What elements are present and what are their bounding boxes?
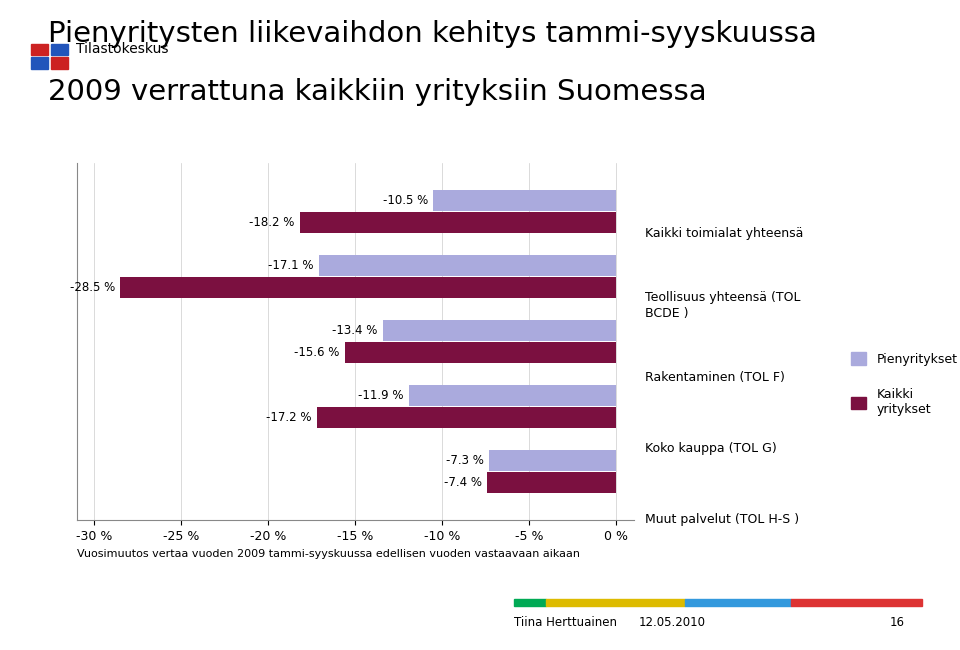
Bar <box>319 255 616 276</box>
Text: Tiina Herttuainen: Tiina Herttuainen <box>514 616 616 629</box>
Text: Vuosimuutos vertaa vuoden 2009 tammi-syyskuussa edellisen vuoden vastaavaan aika: Vuosimuutos vertaa vuoden 2009 tammi-syy… <box>77 549 580 559</box>
Bar <box>488 472 616 493</box>
Text: 16: 16 <box>890 616 905 629</box>
Text: -15.6 %: -15.6 % <box>294 346 340 359</box>
Bar <box>300 212 616 233</box>
Text: -13.4 %: -13.4 % <box>332 324 378 337</box>
Text: Pienyritysten liikevaihdon kehitys tammi-syyskuussa: Pienyritysten liikevaihdon kehitys tammi… <box>48 20 817 47</box>
Text: Teollisuus yhteensä (TOL
BCDE ): Teollisuus yhteensä (TOL BCDE ) <box>645 291 801 320</box>
Text: -17.2 %: -17.2 % <box>266 411 312 424</box>
Legend: Pienyritykset, Kaikki
yritykset: Pienyritykset, Kaikki yritykset <box>852 352 957 416</box>
Bar <box>345 342 616 363</box>
Text: 12.05.2010: 12.05.2010 <box>638 616 706 629</box>
Text: Kaikki toimialat yhteensä: Kaikki toimialat yhteensä <box>645 227 804 240</box>
Text: -18.2 %: -18.2 % <box>249 216 295 229</box>
Bar <box>383 320 616 341</box>
Text: 2009 verrattuna kaikkiin yrityksiin Suomessa: 2009 verrattuna kaikkiin yrityksiin Suom… <box>48 78 707 106</box>
Bar <box>490 450 616 471</box>
Bar <box>434 190 616 211</box>
Text: -7.3 %: -7.3 % <box>446 454 484 467</box>
Text: -11.9 %: -11.9 % <box>358 389 404 402</box>
Bar <box>409 385 616 406</box>
Bar <box>120 277 616 298</box>
Text: -10.5 %: -10.5 % <box>383 194 428 207</box>
Text: -17.1 %: -17.1 % <box>268 259 313 272</box>
Text: -7.4 %: -7.4 % <box>444 476 482 489</box>
Text: Muut palvelut (TOL H-S ): Muut palvelut (TOL H-S ) <box>645 514 799 526</box>
Text: -28.5 %: -28.5 % <box>70 281 115 294</box>
Text: Tilastokeskus: Tilastokeskus <box>76 42 168 57</box>
Text: Koko kauppa (TOL G): Koko kauppa (TOL G) <box>645 442 777 455</box>
Text: Rakentaminen (TOL F): Rakentaminen (TOL F) <box>645 370 784 383</box>
Bar <box>317 407 616 428</box>
